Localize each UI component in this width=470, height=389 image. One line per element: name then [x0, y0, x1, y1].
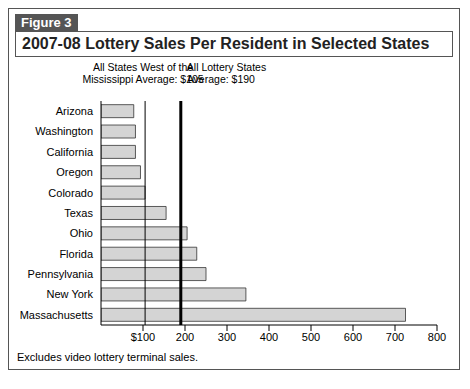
- svg-text:All States West of theMississi: All States West of theMississippi Averag…: [82, 61, 203, 85]
- svg-text:Florida: Florida: [59, 248, 94, 260]
- svg-text:All Lottery StatesAverage: $19: All Lottery StatesAverage: $190: [187, 61, 266, 85]
- svg-text:200: 200: [176, 331, 194, 343]
- html-text:Figure 3: Figure 3: [21, 15, 72, 30]
- svg-text:New York: New York: [47, 288, 94, 300]
- html-text:Excludes video lottery termina: Excludes video lottery terminal sales.: [17, 351, 198, 363]
- svg-text:California: California: [47, 146, 94, 158]
- svg-text:800: 800: [428, 331, 446, 343]
- svg-text:Arizona: Arizona: [56, 105, 94, 117]
- svg-text:300: 300: [218, 331, 236, 343]
- svg-text:Ohio: Ohio: [70, 227, 93, 239]
- svg-text:$100: $100: [131, 331, 155, 343]
- svg-text:400: 400: [260, 331, 278, 343]
- svg-text:600: 600: [344, 331, 362, 343]
- svg-text:Washington: Washington: [35, 125, 93, 137]
- svg-text:Oregon: Oregon: [56, 166, 93, 178]
- html-text:2007-08 Lottery Sales Per Resi: 2007-08 Lottery Sales Per Resident in Se…: [22, 35, 430, 52]
- svg-text:500: 500: [302, 331, 320, 343]
- svg-text:700: 700: [386, 331, 404, 343]
- svg-text:Massachusetts: Massachusetts: [20, 309, 94, 321]
- svg-text:Pennsylvania: Pennsylvania: [28, 268, 94, 280]
- svg-text:Texas: Texas: [64, 207, 93, 219]
- svg-text:Colorado: Colorado: [48, 187, 93, 199]
